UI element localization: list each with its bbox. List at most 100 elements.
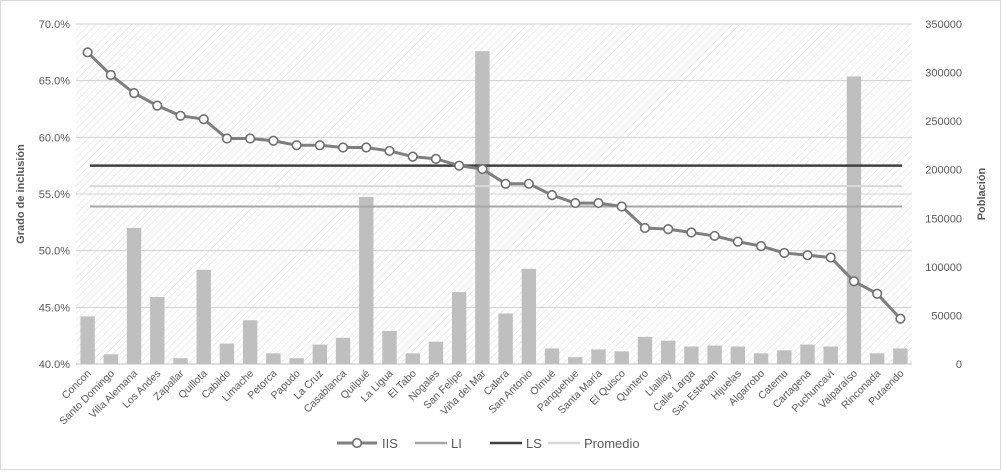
iis-point [268, 135, 279, 146]
iis-point [430, 153, 442, 164]
iis-point [755, 241, 767, 252]
population-bar [544, 348, 560, 364]
iis-point [732, 236, 743, 247]
population-bar [637, 336, 653, 364]
iis-point [779, 247, 790, 259]
y-left-tick-label: 65.0% [39, 76, 70, 88]
y-right-tick-label: 350000 [925, 19, 962, 31]
iis-point [291, 140, 302, 151]
population-bar [521, 268, 537, 364]
iis-point [198, 114, 209, 125]
iis-point [663, 224, 674, 235]
iis-point [500, 178, 511, 189]
y-right-tick-label: 0 [956, 359, 962, 371]
iis-point [477, 163, 488, 175]
y-right-tick-label: 100000 [925, 262, 962, 274]
iis-point [848, 276, 860, 287]
legend-marker-iis [351, 437, 363, 449]
iis-point [802, 250, 813, 261]
iis-point [895, 313, 906, 324]
population-bar [335, 337, 351, 364]
iis-point [175, 110, 186, 121]
iis-point [407, 151, 418, 162]
iis-point [152, 100, 163, 111]
iis-point [361, 142, 372, 153]
population-bar [730, 346, 746, 364]
legend-label: Promedio [584, 436, 640, 451]
population-bar [568, 357, 583, 364]
population-bar [777, 350, 792, 364]
iis-point [825, 252, 836, 263]
population-bar [591, 349, 606, 364]
iis-point [245, 133, 256, 144]
iis-point [546, 190, 558, 201]
population-bar [219, 343, 235, 364]
population-bar [753, 353, 769, 364]
iis-point [82, 47, 93, 58]
y-left-tick-label: 45.0% [39, 302, 70, 314]
population-bar [150, 296, 165, 364]
iis-point [570, 197, 581, 209]
population-bar [312, 344, 328, 364]
y-right-tick-label: 200000 [925, 165, 962, 177]
y-left-tick-label: 40.0% [39, 359, 70, 371]
population-bar [126, 228, 142, 364]
population-bar [242, 320, 258, 364]
population-bar [846, 76, 862, 364]
y-right-tick-label: 50000 [931, 310, 962, 322]
iis-point [616, 201, 627, 212]
y-right-tick-label: 150000 [925, 213, 962, 225]
iis-point [314, 140, 325, 151]
population-bar [173, 358, 188, 364]
legend-label: LS [526, 436, 542, 451]
population-bar [684, 346, 699, 364]
y-left-tick-label: 55.0% [39, 189, 70, 201]
population-bar [451, 292, 467, 364]
iis-point [384, 145, 395, 157]
iis-point [686, 227, 697, 238]
iis-point [337, 142, 349, 153]
y-right-axis-title: Población [976, 167, 988, 220]
population-bar [893, 348, 908, 364]
y-right-tick-label: 250000 [925, 116, 962, 128]
legend-label: IIS [382, 436, 398, 451]
legend: IIS LI LS Promedio [337, 436, 640, 451]
iis-point [105, 69, 116, 81]
population-bar [498, 313, 513, 364]
y-left-tick-label: 70.0% [39, 19, 70, 31]
y-left-tick-label: 60.0% [39, 132, 70, 144]
population-bar [103, 354, 119, 364]
legend-label: LI [451, 436, 462, 451]
population-bar [660, 340, 676, 364]
iis-point [454, 160, 465, 171]
population-bar [382, 330, 397, 364]
iis-point [128, 88, 140, 99]
population-bars [80, 51, 908, 364]
population-bar [359, 196, 374, 364]
iis-point [639, 222, 651, 234]
iis-point [221, 133, 233, 144]
population-bar [428, 341, 444, 364]
iis-point [709, 230, 720, 242]
y-right-tick-label: 300000 [925, 68, 962, 80]
population-bar [707, 345, 722, 364]
iis-point [872, 288, 883, 299]
population-bar [289, 358, 304, 364]
population-bar [800, 344, 815, 364]
iis-point [593, 197, 604, 209]
population-bar [823, 346, 838, 364]
population-bar [266, 353, 281, 364]
y-left-axis-title: Grado de inclusión [15, 144, 27, 244]
population-bar [475, 51, 490, 364]
population-bar [196, 269, 211, 364]
y-left-tick-label: 50.0% [39, 246, 70, 258]
population-bar [405, 353, 420, 364]
population-bar [80, 316, 95, 364]
reference-lines [90, 164, 902, 208]
iis-point [523, 178, 534, 189]
population-bar [869, 353, 885, 364]
iis-line [82, 47, 906, 324]
population-bar [614, 351, 629, 364]
